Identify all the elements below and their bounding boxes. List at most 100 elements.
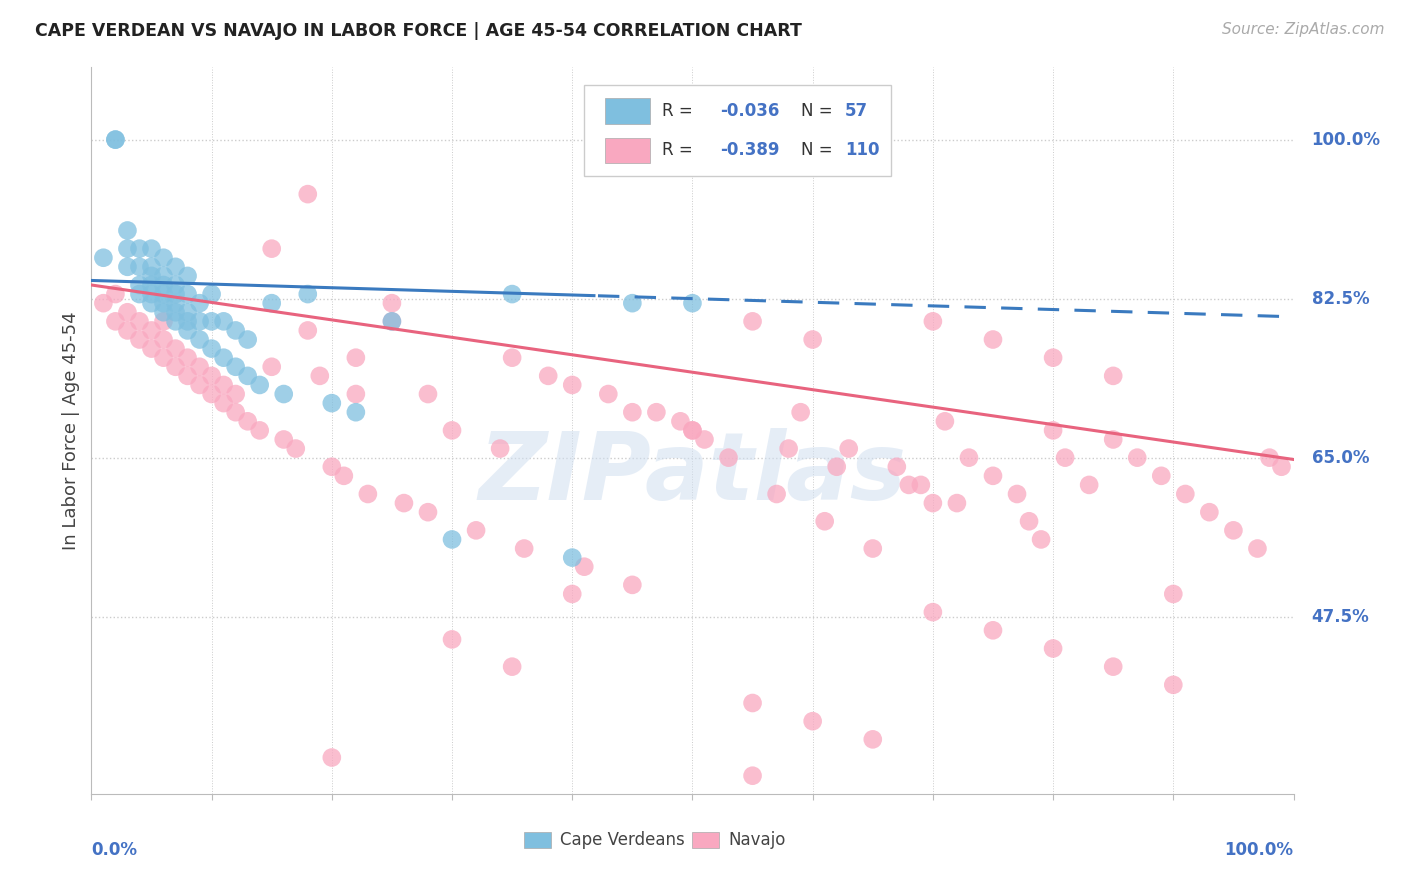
Point — [681, 296, 703, 310]
Point — [165, 278, 187, 293]
Text: 100.0%: 100.0% — [1312, 130, 1381, 149]
Point — [934, 414, 956, 428]
Point — [165, 359, 187, 374]
Point — [128, 242, 150, 256]
Point — [225, 387, 247, 401]
Point — [176, 368, 198, 383]
Point — [1174, 487, 1197, 501]
Point — [284, 442, 307, 456]
Point — [176, 305, 198, 319]
Point — [922, 314, 945, 328]
Text: 47.5%: 47.5% — [1312, 607, 1369, 625]
Point — [741, 314, 763, 328]
Point — [598, 387, 620, 401]
Point — [416, 505, 439, 519]
Point — [1150, 468, 1173, 483]
Point — [152, 296, 174, 310]
FancyBboxPatch shape — [692, 832, 718, 848]
Point — [260, 242, 283, 256]
Point — [201, 287, 224, 301]
Text: -0.036: -0.036 — [720, 102, 779, 120]
Point — [1042, 351, 1064, 365]
Point — [957, 450, 980, 465]
Point — [152, 287, 174, 301]
Point — [357, 487, 380, 501]
Point — [344, 387, 367, 401]
Text: -0.389: -0.389 — [720, 141, 779, 159]
Point — [1270, 459, 1292, 474]
Point — [188, 333, 211, 347]
Point — [440, 533, 463, 547]
Point — [260, 296, 283, 310]
Point — [165, 342, 187, 356]
Point — [152, 278, 174, 293]
Point — [117, 323, 139, 337]
Point — [104, 314, 127, 328]
Text: 110: 110 — [845, 141, 880, 159]
Point — [152, 268, 174, 283]
Text: R =: R = — [662, 102, 699, 120]
Point — [212, 378, 235, 392]
Point — [152, 314, 174, 328]
Point — [981, 333, 1004, 347]
FancyBboxPatch shape — [524, 832, 551, 848]
Point — [128, 278, 150, 293]
Point — [165, 260, 187, 274]
Point — [946, 496, 969, 510]
Point — [104, 287, 127, 301]
FancyBboxPatch shape — [605, 98, 651, 124]
Point — [838, 442, 860, 456]
Point — [392, 496, 415, 510]
Point — [801, 714, 824, 728]
Point — [273, 387, 295, 401]
Text: 100.0%: 100.0% — [1225, 841, 1294, 859]
Point — [897, 478, 920, 492]
Point — [188, 314, 211, 328]
Point — [152, 251, 174, 265]
Point — [681, 423, 703, 437]
Point — [574, 559, 596, 574]
Point — [1161, 678, 1184, 692]
Point — [117, 242, 139, 256]
Point — [1042, 641, 1064, 656]
Point — [333, 468, 356, 483]
Point — [922, 496, 945, 510]
Text: Cape Verdeans: Cape Verdeans — [560, 831, 685, 849]
Point — [669, 414, 692, 428]
Point — [1029, 533, 1052, 547]
Point — [381, 296, 404, 310]
Point — [141, 268, 163, 283]
Text: R =: R = — [662, 141, 699, 159]
Point — [321, 396, 343, 410]
Point — [489, 442, 512, 456]
Point — [717, 450, 740, 465]
Point — [260, 359, 283, 374]
Point — [922, 605, 945, 619]
Point — [1126, 450, 1149, 465]
Point — [1102, 368, 1125, 383]
Point — [1005, 487, 1028, 501]
Point — [297, 187, 319, 202]
Point — [789, 405, 811, 419]
Point — [381, 314, 404, 328]
Point — [765, 487, 787, 501]
Point — [152, 305, 174, 319]
Text: CAPE VERDEAN VS NAVAJO IN LABOR FORCE | AGE 45-54 CORRELATION CHART: CAPE VERDEAN VS NAVAJO IN LABOR FORCE | … — [35, 22, 801, 40]
Point — [297, 323, 319, 337]
Text: 82.5%: 82.5% — [1312, 290, 1369, 308]
Point — [621, 578, 644, 592]
Point — [212, 396, 235, 410]
FancyBboxPatch shape — [605, 137, 651, 163]
Point — [165, 314, 187, 328]
Point — [176, 314, 198, 328]
Point — [537, 368, 560, 383]
Point — [1042, 423, 1064, 437]
Point — [645, 405, 668, 419]
Point — [1054, 450, 1077, 465]
Point — [152, 333, 174, 347]
Point — [225, 323, 247, 337]
Point — [225, 359, 247, 374]
Point — [188, 359, 211, 374]
Point — [176, 323, 198, 337]
Point — [212, 314, 235, 328]
